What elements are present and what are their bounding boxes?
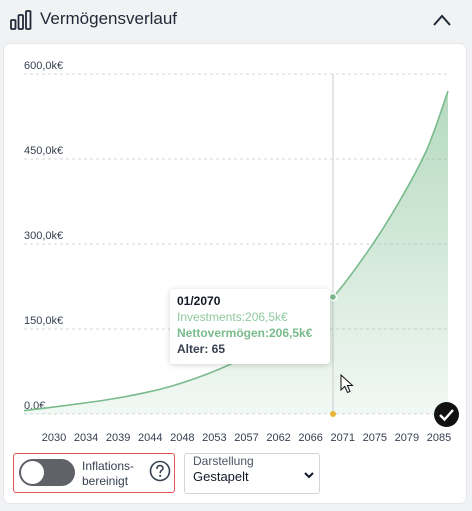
inflation-toggle-group: Inflations-bereinigt (13, 453, 175, 493)
x-tick-label: 2053 (202, 432, 226, 444)
tooltip-nettovermoegen: Nettovermögen:206,5k€ (177, 326, 313, 340)
x-tick-label: 2085 (427, 432, 451, 444)
wealth-chart[interactable]: 600,0k€450,0k€300,0k€150,0k€0,0€ 2030 203… (4, 44, 466, 449)
inflation-toggle[interactable] (19, 459, 75, 486)
wealth-chart-card: 600,0k€ 450,0k€ 300,0k€ 150,0k€ 0,0€ 2030 203… (4, 44, 466, 503)
highlight-base-point (330, 411, 337, 417)
x-tick-label: 2071 (331, 432, 355, 444)
display-mode-value: Gestapelt (193, 469, 249, 484)
x-tick-label: 2075 (363, 432, 387, 444)
display-mode-label: Darstellung (193, 454, 254, 468)
mouse-cursor-icon (340, 374, 354, 394)
y-tick-label: 450,0k€ (24, 145, 63, 157)
x-tick-label: 2062 (266, 432, 290, 444)
tooltip-age: Alter: 65 (177, 342, 226, 356)
chevron-down-icon (304, 472, 314, 479)
x-tick-label: 2066 (298, 432, 322, 444)
x-tick-label: 2057 (234, 432, 258, 444)
x-tick-label: 2039 (106, 432, 130, 444)
tooltip-date: 01/2070 (177, 294, 221, 308)
x-tick-label: 2048 (170, 432, 194, 444)
y-tick-label: 300,0k€ (24, 230, 63, 242)
inflation-label: Inflations-bereinigt (82, 459, 135, 488)
chart-tooltip: 01/2070 Investments:206,5k€ Nettovermöge… (170, 289, 330, 364)
bar-chart-icon (10, 10, 32, 30)
y-tick-label: 150,0k€ (24, 315, 63, 327)
x-tick-label: 2034 (74, 432, 98, 444)
section-title: Vermögensverlauf (40, 9, 178, 28)
toggle-knob (21, 461, 44, 484)
tooltip-investments: Investments:206,5k€ (177, 310, 288, 324)
investments-area (24, 91, 448, 414)
highlight-point (328, 292, 338, 302)
x-tick-label: 2079 (395, 432, 419, 444)
display-mode-select[interactable]: Darstellung Gestapelt (184, 453, 320, 494)
x-tick-label: 2030 (42, 432, 66, 444)
x-tick-label: 2044 (138, 432, 162, 444)
y-tick-label: 600,0k€ (24, 60, 63, 72)
chevron-up-icon[interactable] (431, 10, 453, 30)
section-header: Vermögensverlauf (0, 0, 472, 40)
check-icon[interactable] (434, 402, 459, 427)
question-circle-icon[interactable] (149, 460, 171, 482)
